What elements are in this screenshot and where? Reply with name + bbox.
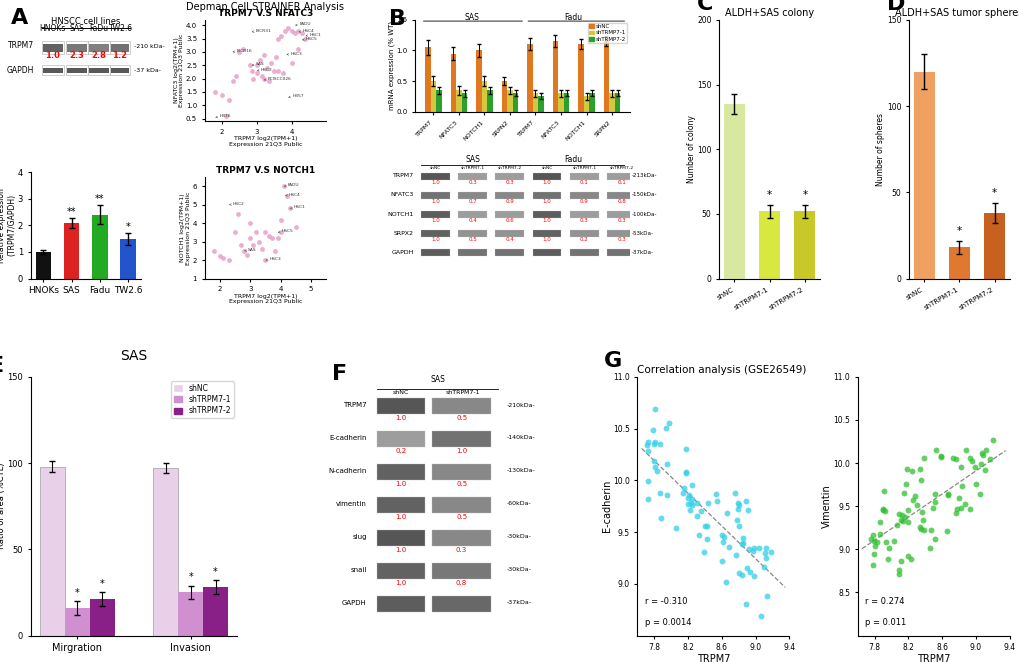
Point bbox=[675, 483, 691, 493]
Bar bbox=[578, 44, 583, 112]
Point bbox=[269, 232, 285, 243]
Point bbox=[925, 496, 942, 507]
Text: vimentin: vimentin bbox=[335, 501, 367, 507]
Bar bbox=[455, 90, 462, 112]
Point bbox=[708, 496, 725, 506]
Point bbox=[715, 532, 732, 542]
Bar bbox=[603, 41, 608, 112]
Point bbox=[879, 543, 896, 553]
Bar bbox=[89, 68, 109, 73]
Point bbox=[640, 446, 656, 456]
Point bbox=[953, 480, 969, 491]
Bar bbox=[110, 41, 129, 54]
Point bbox=[931, 452, 948, 463]
Point bbox=[938, 489, 955, 500]
Bar bbox=[606, 173, 635, 180]
Bar bbox=[606, 211, 635, 218]
Text: 1.0: 1.0 bbox=[542, 179, 551, 185]
Bar bbox=[88, 66, 110, 75]
Point bbox=[248, 227, 264, 238]
Point bbox=[245, 240, 261, 251]
Text: Fadu: Fadu bbox=[564, 154, 582, 164]
Point bbox=[674, 487, 690, 498]
Bar bbox=[42, 66, 63, 75]
Text: 1.0: 1.0 bbox=[430, 199, 439, 204]
Point bbox=[713, 530, 730, 540]
Bar bbox=[723, 104, 744, 279]
Point bbox=[756, 548, 772, 559]
Point bbox=[214, 89, 230, 100]
Point bbox=[752, 611, 768, 622]
X-axis label: TRPM7 log2(TPM+1)
Expression 21Q3 Public: TRPM7 log2(TPM+1) Expression 21Q3 Public bbox=[228, 293, 302, 305]
Text: 1.0: 1.0 bbox=[395, 415, 407, 421]
Point bbox=[874, 504, 891, 514]
Point bbox=[906, 491, 922, 502]
Point bbox=[286, 28, 303, 38]
Bar bbox=[495, 173, 524, 180]
Point bbox=[865, 536, 881, 546]
Text: 1.0: 1.0 bbox=[455, 448, 467, 454]
Point bbox=[272, 214, 288, 225]
Text: -30kDa-: -30kDa- bbox=[505, 534, 531, 540]
Point bbox=[914, 524, 930, 535]
Bar bbox=[377, 496, 425, 513]
Text: BICR31: BICR31 bbox=[252, 29, 271, 33]
Point bbox=[734, 533, 750, 544]
Text: 0.7: 0.7 bbox=[468, 199, 477, 204]
Point bbox=[259, 63, 275, 73]
Bar bbox=[40, 467, 65, 636]
Point bbox=[677, 467, 693, 477]
Point bbox=[745, 543, 761, 553]
Point bbox=[895, 488, 911, 498]
Text: N-cadherin: N-cadherin bbox=[328, 468, 367, 474]
Text: shTRPM7-1: shTRPM7-1 bbox=[460, 166, 484, 169]
Point bbox=[967, 478, 983, 489]
Text: F: F bbox=[331, 364, 346, 384]
Point bbox=[973, 450, 989, 461]
Text: 0.3: 0.3 bbox=[505, 179, 514, 185]
Text: -37kDa-: -37kDa- bbox=[631, 250, 653, 255]
Point bbox=[762, 546, 779, 557]
Point bbox=[730, 568, 746, 579]
Text: 1.0: 1.0 bbox=[542, 237, 551, 242]
Text: *: * bbox=[213, 567, 218, 577]
Point bbox=[640, 475, 656, 486]
Point bbox=[899, 551, 915, 561]
Text: 0.3: 0.3 bbox=[455, 547, 467, 553]
Text: -130kDa-: -130kDa- bbox=[505, 469, 535, 473]
Point bbox=[931, 451, 948, 461]
Text: HSC2: HSC2 bbox=[229, 202, 245, 206]
Text: *: * bbox=[991, 188, 997, 198]
Text: -150kDa-: -150kDa- bbox=[631, 193, 656, 197]
Bar bbox=[570, 192, 598, 199]
Point bbox=[652, 513, 668, 524]
Text: HSC5: HSC5 bbox=[303, 37, 318, 41]
Point bbox=[868, 537, 884, 547]
Point bbox=[645, 455, 661, 466]
Point bbox=[886, 536, 902, 546]
Point bbox=[290, 25, 307, 36]
Point bbox=[983, 434, 1000, 445]
Point bbox=[728, 550, 744, 561]
Text: 0.5: 0.5 bbox=[455, 415, 467, 421]
Point bbox=[274, 68, 290, 79]
Title: ALDH+SAS tumor spheres: ALDH+SAS tumor spheres bbox=[895, 8, 1019, 18]
Point bbox=[966, 462, 982, 473]
Point bbox=[899, 505, 915, 516]
Point bbox=[961, 504, 977, 514]
Point bbox=[950, 493, 966, 504]
Point bbox=[904, 495, 920, 505]
Bar bbox=[532, 211, 560, 218]
Bar bbox=[111, 68, 128, 73]
Text: PCISCC026: PCISCC026 bbox=[264, 77, 291, 81]
Point bbox=[953, 462, 969, 473]
Point bbox=[256, 73, 272, 84]
Bar bbox=[88, 41, 110, 54]
Bar bbox=[432, 464, 490, 481]
Text: shNC: shNC bbox=[392, 391, 409, 395]
X-axis label: TRPM7: TRPM7 bbox=[696, 653, 730, 662]
Text: SAS: SAS bbox=[465, 154, 480, 164]
Point bbox=[698, 520, 714, 531]
Text: **: ** bbox=[95, 194, 105, 205]
Point bbox=[981, 453, 998, 464]
